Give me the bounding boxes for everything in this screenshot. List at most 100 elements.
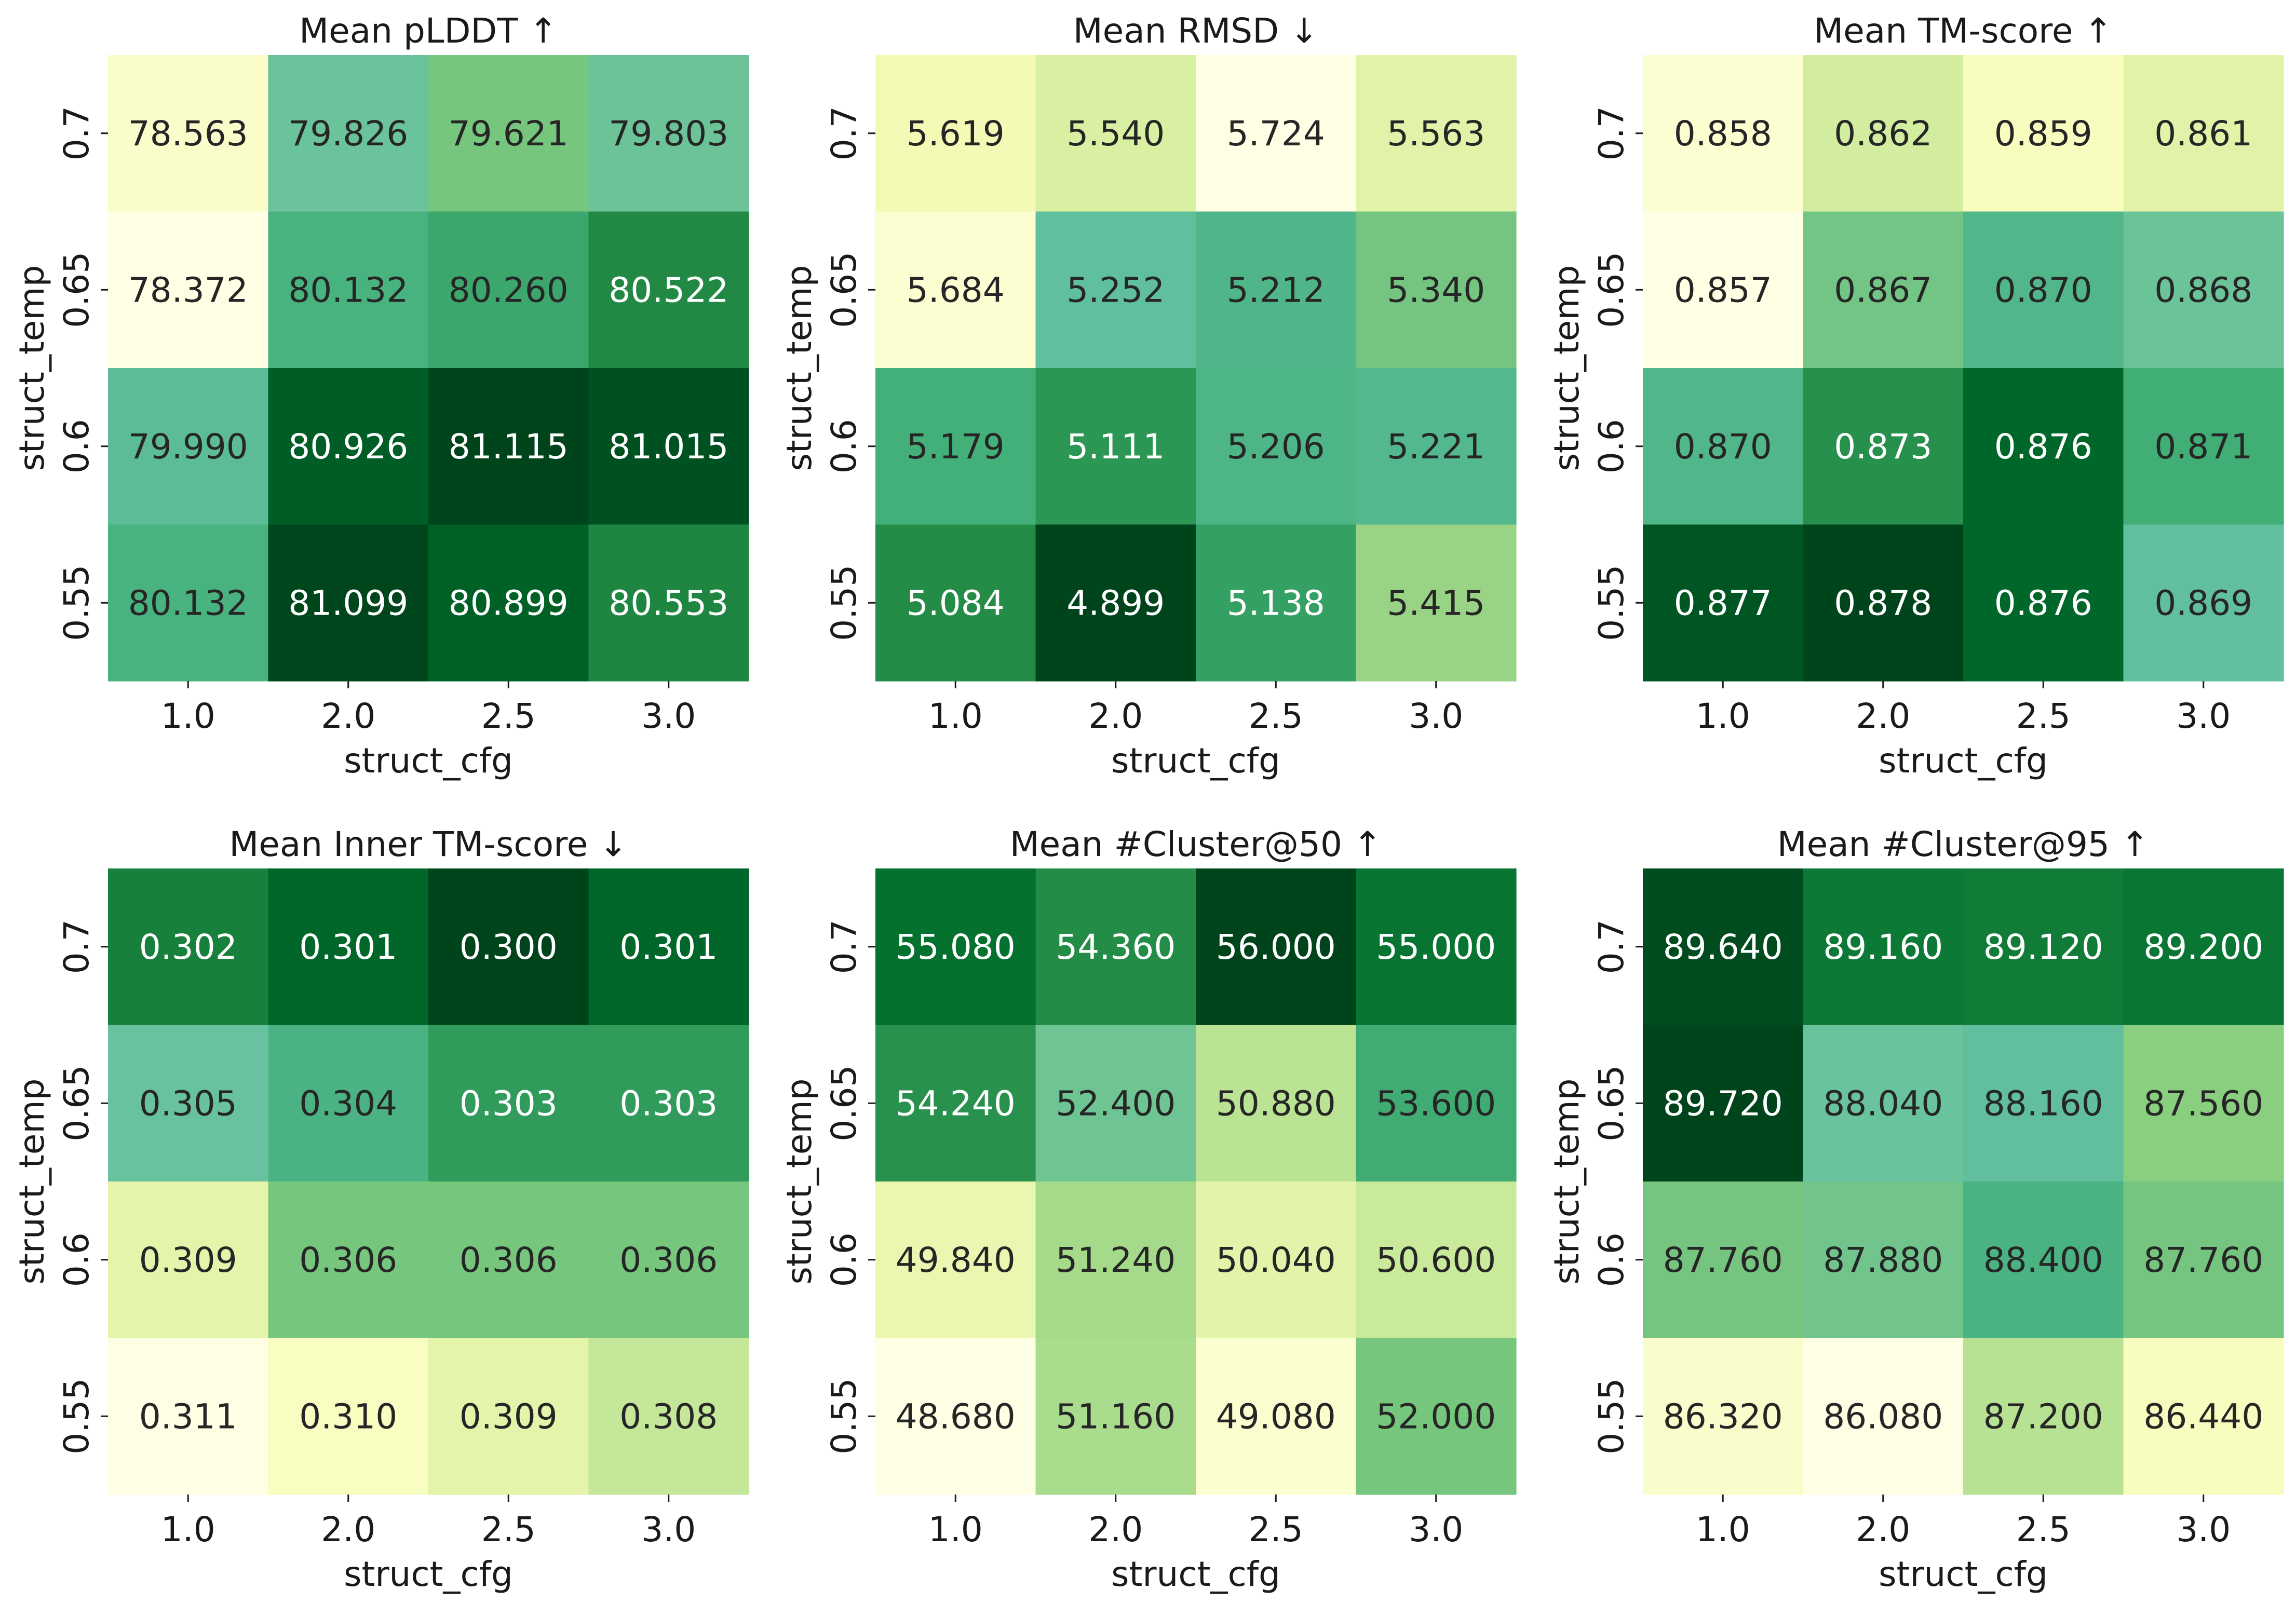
x-tick-label: 3.0: [2176, 696, 2231, 736]
cell-value-label: 0.871: [2154, 427, 2252, 467]
heatmap-cell: [1643, 1181, 1804, 1339]
cell-value-label: 0.311: [139, 1396, 237, 1436]
y-axis-label: struct_temp: [779, 265, 819, 471]
cell-value-label: 80.899: [449, 583, 569, 623]
cell-value-label: 5.563: [1387, 114, 1485, 154]
cell-value-label: 89.200: [2143, 927, 2263, 967]
heatmap-cell: [1643, 868, 1804, 1026]
y-tick-label: 0.6: [57, 1232, 97, 1287]
heatmap-cell: [2123, 1338, 2284, 1495]
heatmap-cell: [1035, 524, 1196, 682]
cell-value-label: 88.400: [1983, 1240, 2103, 1280]
cell-value-label: 0.858: [1674, 114, 1772, 154]
heatmap-cell: [2123, 868, 2284, 1026]
y-tick-label: 0.65: [57, 252, 97, 328]
cell-value-label: 49.080: [1216, 1396, 1336, 1436]
cell-value-label: 5.684: [907, 270, 1005, 310]
heatmap-cell: [1196, 211, 1357, 369]
heatmap-cell: [1803, 211, 1964, 369]
cell-value-label: 0.306: [619, 1240, 718, 1280]
heatmap-cell: [428, 524, 589, 682]
heatmap-cell: [1356, 55, 1517, 212]
x-tick-label: 2.5: [481, 696, 536, 736]
heatmap-cell: [1643, 55, 1804, 212]
cell-value-label: 5.138: [1227, 583, 1325, 623]
x-tick-label: 1.0: [928, 1510, 983, 1550]
panel-title: Mean pLDDT ↑: [299, 11, 558, 51]
cell-value-label: 5.084: [907, 583, 1005, 623]
x-tick-label: 2.5: [2016, 696, 2071, 736]
cell-value-label: 48.680: [896, 1396, 1016, 1436]
cell-value-label: 52.400: [1056, 1083, 1176, 1123]
cell-value-label: 5.340: [1387, 270, 1485, 310]
cell-value-label: 0.303: [619, 1083, 718, 1123]
cell-value-label: 80.260: [449, 270, 569, 310]
cell-value-label: 0.310: [299, 1396, 397, 1436]
heatmap-cell: [1963, 55, 2124, 212]
x-tick-label: 1.0: [161, 696, 215, 736]
heatmap-cell: [428, 1338, 589, 1495]
cell-value-label: 5.252: [1066, 270, 1165, 310]
heatmap-cell: [1963, 368, 2124, 525]
x-tick-label: 3.0: [1409, 696, 1463, 736]
heatmap-cell: [268, 55, 429, 212]
heatmap-cell: [1356, 1025, 1517, 1182]
cell-value-label: 0.308: [619, 1396, 718, 1436]
x-tick-label: 1.0: [1696, 1510, 1750, 1550]
y-tick-label: 0.7: [1591, 106, 1631, 160]
heatmap-cell: [428, 868, 589, 1026]
heatmap-cell: [1963, 524, 2124, 682]
x-tick-label: 2.0: [1856, 696, 1910, 736]
heatmap-cell: [875, 211, 1036, 369]
heatmap-cell: [588, 55, 749, 212]
cell-value-label: 89.120: [1983, 927, 2103, 967]
heatmap-cell: [1803, 868, 1964, 1026]
heatmap-cell: [1196, 868, 1357, 1026]
cell-value-label: 5.111: [1066, 427, 1165, 467]
heatmap-cell: [1643, 1025, 1804, 1182]
cell-value-label: 0.305: [139, 1083, 237, 1123]
x-tick-label: 2.0: [321, 696, 375, 736]
heatmap-cell: [2123, 368, 2284, 525]
heatmap-cell: [108, 868, 269, 1026]
heatmap-cell: [588, 1338, 749, 1495]
heatmap-cell: [1356, 368, 1517, 525]
x-tick-label: 3.0: [641, 1510, 696, 1550]
heatmap-cell: [2123, 55, 2284, 212]
heatmap-cell: [588, 211, 749, 369]
heatmap-cell: [108, 55, 269, 212]
cell-value-label: 0.878: [1834, 583, 1932, 623]
cell-value-label: 5.179: [907, 427, 1005, 467]
heatmap-cell: [428, 211, 589, 369]
x-axis-label: struct_cfg: [344, 1554, 513, 1594]
cell-value-label: 5.540: [1066, 114, 1165, 154]
heatmap-cell: [2123, 211, 2284, 369]
cell-value-label: 87.560: [2143, 1083, 2263, 1123]
y-tick-label: 0.55: [824, 1378, 864, 1455]
cell-value-label: 80.553: [609, 583, 728, 623]
x-tick-label: 2.0: [1088, 696, 1143, 736]
heatmap-cell: [875, 368, 1036, 525]
cell-value-label: 79.621: [449, 114, 569, 154]
cell-value-label: 87.760: [1663, 1240, 1783, 1280]
heatmap-cell: [268, 368, 429, 525]
heatmap-cell: [875, 524, 1036, 682]
y-axis-label: struct_temp: [12, 1078, 52, 1284]
heatmap-cell: [268, 1181, 429, 1339]
heatmap-cell: [268, 1338, 429, 1495]
heatmap-cell: [588, 1025, 749, 1182]
cell-value-label: 81.115: [449, 427, 569, 467]
heatmap-cell: [1963, 211, 2124, 369]
y-tick-label: 0.6: [57, 419, 97, 473]
cell-value-label: 86.320: [1663, 1396, 1783, 1436]
cell-value-label: 80.926: [288, 427, 408, 467]
cell-value-label: 5.212: [1227, 270, 1325, 310]
cell-value-label: 87.760: [2143, 1240, 2263, 1280]
heatmap-cell: [1196, 1181, 1357, 1339]
heatmap-panel-2: 5.619 5.540 5.724 5.563 5.684 5.252 5.212 5.340…: [779, 11, 1517, 781]
cell-value-label: 0.873: [1834, 427, 1932, 467]
heatmap-cell: [588, 1181, 749, 1339]
cell-value-label: 51.240: [1056, 1240, 1176, 1280]
y-tick-label: 0.55: [57, 565, 97, 641]
